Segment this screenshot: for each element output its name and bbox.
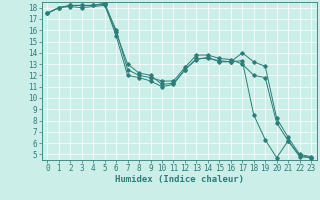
X-axis label: Humidex (Indice chaleur): Humidex (Indice chaleur) — [115, 175, 244, 184]
